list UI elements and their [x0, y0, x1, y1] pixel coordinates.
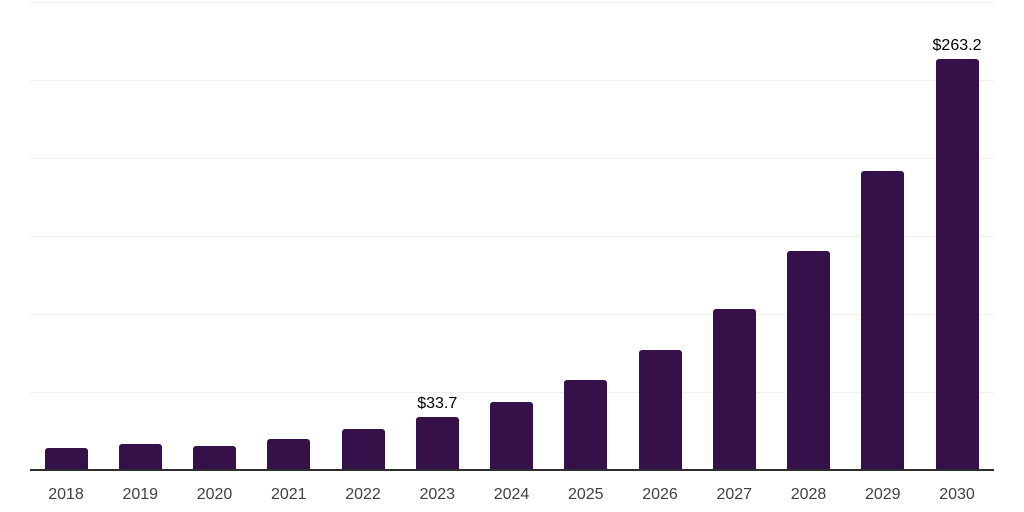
x-axis-line [30, 469, 994, 471]
x-tick-label-2022: 2022 [345, 486, 381, 503]
gridline-250 [30, 79, 994, 81]
bar-2022 [341, 428, 385, 470]
bar-2030 [935, 59, 979, 470]
gridline-50 [30, 391, 994, 393]
bar-2027 [712, 309, 756, 470]
gridline-200 [30, 157, 994, 159]
bar-2028 [787, 250, 830, 470]
x-tick-label-2030: 2030 [939, 486, 975, 503]
gridline-150 [30, 235, 994, 237]
x-tick-label-2023: 2023 [419, 486, 456, 503]
bar-2019 [118, 443, 162, 470]
value-label-2023: $33.7 [417, 395, 458, 413]
x-tick-label-2025: 2025 [567, 486, 604, 503]
x-tick-label-2021: 2021 [270, 486, 307, 503]
bar-2021 [267, 438, 311, 470]
x-tick-label-2018: 2018 [48, 486, 84, 503]
bar-2025 [564, 379, 608, 470]
value-label-2030: $263.2 [932, 37, 982, 55]
x-tick-label-2026: 2026 [642, 486, 678, 503]
x-tick-label-2029: 2029 [864, 486, 901, 503]
x-tick-label-2020: 2020 [196, 486, 233, 503]
bar-2023 [415, 417, 459, 470]
gridline-300 [30, 1, 994, 3]
x-tick-label-2027: 2027 [716, 486, 753, 503]
bar-2020 [193, 445, 236, 470]
x-tick-label-2019: 2019 [122, 486, 159, 503]
gridline-100 [30, 313, 994, 315]
bar-2029 [861, 170, 905, 470]
bar-2024 [490, 401, 533, 470]
x-tick-label-2024: 2024 [493, 486, 530, 503]
bar-2018 [44, 448, 88, 470]
bar-2026 [638, 350, 682, 470]
x-tick-label-2028: 2028 [790, 486, 827, 503]
